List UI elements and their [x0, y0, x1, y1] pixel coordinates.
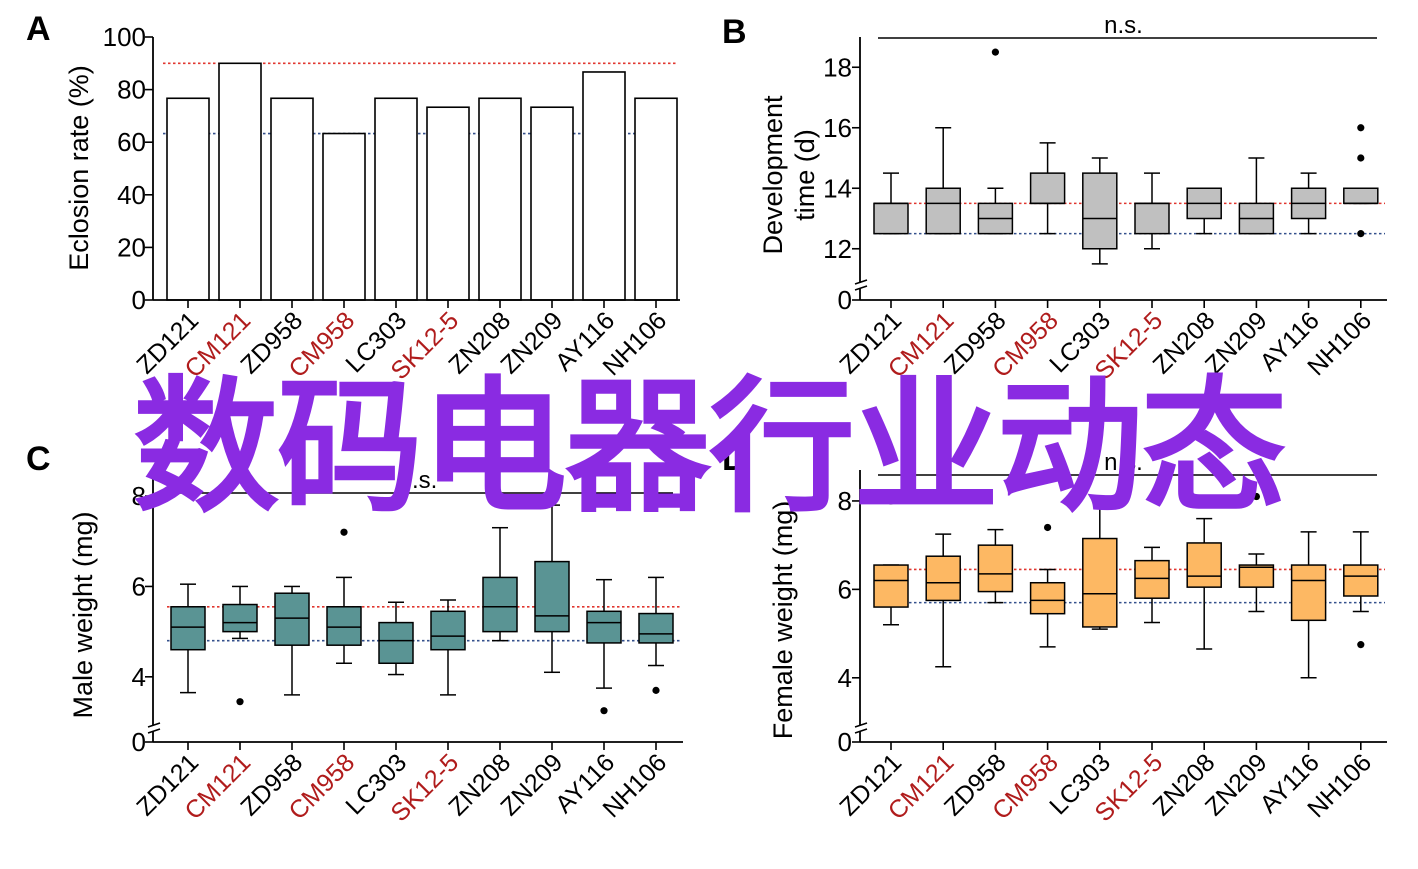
y-axis-label-line: time (d): [790, 129, 820, 221]
panel-letter: C: [26, 440, 51, 478]
box-zd121: [873, 202, 909, 235]
axis-break-mark: [147, 728, 161, 734]
y-tick-label: 14: [823, 173, 852, 203]
box-sk12-5: [1134, 202, 1170, 235]
axis-break-mark: [854, 279, 868, 285]
box-cm958: [1029, 581, 1066, 615]
box-cm121: [925, 187, 961, 235]
y-tick-label: 20: [117, 232, 146, 262]
box-zd121: [170, 606, 206, 651]
y-tick-label: 0: [132, 285, 146, 315]
outlier-point-nh106: [652, 686, 660, 694]
box-nh106: [1343, 187, 1379, 205]
bar-ay116: [582, 71, 626, 301]
y-tick-label: 8: [838, 486, 852, 516]
box-cm121: [925, 555, 961, 602]
panel-letter: A: [26, 10, 51, 48]
box-zd958: [977, 544, 1014, 593]
y-tick-label: 16: [823, 113, 852, 143]
box-zn208: [482, 576, 518, 633]
axis-break-mark: [854, 728, 868, 734]
panel-letter: B: [722, 13, 747, 51]
outlier-point-nh106: [1357, 154, 1365, 162]
box-cm958: [1029, 172, 1066, 205]
bar-cm121: [218, 62, 262, 301]
y-axis-label: Female weight (mg): [768, 501, 798, 740]
box-nh106: [1343, 564, 1379, 597]
y-tick-label: 6: [838, 574, 852, 604]
outlier-point-nh106: [1357, 641, 1365, 649]
y-tick-label: 0: [838, 727, 852, 757]
y-tick-label: 60: [117, 127, 146, 157]
bar-lc303: [374, 97, 418, 301]
axis-break-mark: [854, 722, 868, 728]
panel-letter: D: [722, 440, 747, 478]
y-axis-label: Eclosion rate (%): [64, 65, 94, 271]
y-tick-label: 0: [132, 727, 146, 757]
y-tick-label: 8: [132, 481, 146, 511]
y-tick-label: 6: [132, 571, 146, 601]
bar-zd958: [270, 97, 314, 301]
significance-label: n.s.: [1104, 12, 1143, 39]
y-axis-label: Developmenttime (d): [758, 95, 820, 255]
y-tick-label: 4: [838, 663, 852, 693]
box-zn209: [1238, 564, 1275, 588]
y-tick-label: 40: [117, 180, 146, 210]
bar-zn208: [478, 97, 522, 301]
outlier-point-zd958: [991, 48, 1000, 56]
outlier-point-zn209: [1252, 492, 1260, 501]
box-zn208: [1186, 542, 1222, 588]
y-tick-label: 100: [103, 22, 146, 52]
bar-zn209: [530, 106, 574, 301]
box-sk12-5: [430, 610, 466, 651]
y-axis-label-line: Development: [758, 95, 788, 255]
bar-nh106: [634, 97, 678, 301]
outlier-point-nh106: [1357, 124, 1365, 132]
box-lc303: [1082, 537, 1118, 628]
bar-sk12-5: [426, 106, 470, 301]
bar-zd121: [166, 97, 210, 301]
box-sk12-5: [1134, 559, 1170, 599]
box-cm121: [222, 603, 258, 633]
outlier-point-ay116: [600, 707, 608, 715]
box-lc303: [378, 621, 414, 665]
outlier-point-cm958: [1044, 523, 1052, 532]
y-tick-label: 4: [132, 662, 146, 692]
box-nh106: [638, 612, 674, 644]
y-tick-label: 80: [117, 75, 146, 105]
y-tick-label: 0: [838, 285, 852, 315]
y-axis-label: Male weight (mg): [68, 511, 98, 718]
bar-cm958: [322, 132, 366, 301]
significance-label: n.s.: [1104, 449, 1143, 476]
y-tick-label: 12: [823, 234, 852, 264]
y-tick-label: 18: [823, 52, 852, 82]
box-ay116: [1290, 564, 1327, 622]
significance-label: n.s.: [399, 467, 438, 494]
box-zn209: [534, 560, 570, 633]
box-zd958: [274, 592, 310, 646]
outlier-point-zd121: [887, 497, 895, 505]
outlier-point-cm958: [340, 528, 348, 536]
axis-break-mark: [854, 285, 868, 291]
box-zd121: [873, 564, 909, 608]
box-cm958: [326, 606, 362, 646]
axis-break-mark: [147, 722, 161, 728]
box-lc303: [1082, 172, 1118, 250]
outlier-point-cm121: [236, 698, 244, 706]
box-ay116: [586, 610, 622, 644]
outlier-point-nh106: [1357, 230, 1365, 238]
